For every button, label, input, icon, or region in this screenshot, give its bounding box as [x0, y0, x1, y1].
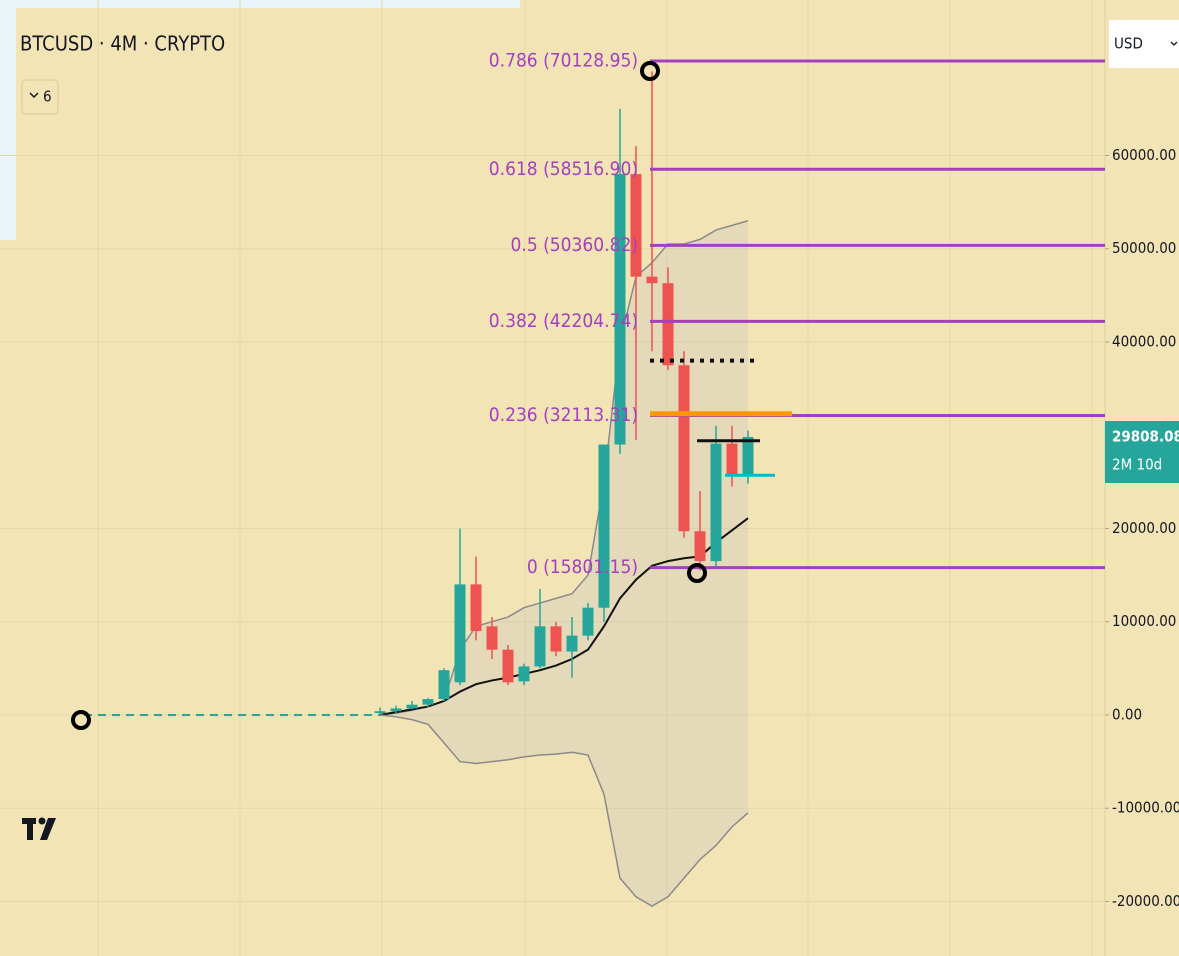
y-tick-label: 50000.00 [1112, 239, 1176, 257]
candle-body [726, 443, 738, 476]
candle-body [438, 670, 450, 700]
candle-body [598, 444, 610, 608]
y-tick-label: 0.00 [1112, 705, 1142, 723]
symbol-title: BTCUSD · 4M · CRYPTO [20, 32, 225, 56]
candle-body [614, 174, 626, 445]
currency-label: USD [1114, 35, 1143, 53]
candle-body [630, 174, 642, 277]
candle-body [550, 626, 562, 652]
band-line [379, 714, 749, 907]
candle-body [422, 699, 434, 705]
candle-body [694, 531, 706, 562]
candle-body [678, 365, 690, 532]
indicator-count: 6 [43, 88, 52, 106]
fib-label: 0 (15801.15) [527, 556, 638, 578]
candle-body [374, 711, 386, 714]
y-tick-label: 20000.00 [1112, 519, 1176, 537]
fib-label: 0.786 (70128.95) [489, 49, 638, 71]
candle-body [646, 276, 658, 284]
candle-body [710, 443, 722, 562]
price-axis: 60000.00 50000.00 40000.00 20000.00 10000.00… [1105, 146, 1179, 910]
tv-logo [22, 817, 56, 840]
currency-select[interactable] [1109, 20, 1179, 68]
last-price-tag [1105, 420, 1179, 483]
last-price-label: 29808.08 [1112, 427, 1179, 445]
candles [374, 71, 754, 715]
candle-body [390, 708, 402, 712]
drawings: 0.786 (70128.95) 0.618 (58516.90) 0.5 (503… [489, 49, 1105, 578]
candle-body [518, 666, 530, 682]
band-fill [380, 220, 748, 907]
candle-body [454, 584, 466, 683]
candle-body [470, 584, 482, 632]
chevron-icon [29, 92, 39, 99]
overlay-strip [0, 0, 16, 240]
candle-body [406, 704, 418, 709]
chevron-icon [1170, 41, 1178, 46]
candle-body [534, 626, 546, 667]
anchor-point[interactable] [71, 710, 91, 730]
y-tick-label: 10000.00 [1112, 612, 1176, 630]
candle-body [662, 283, 674, 366]
anchor-point[interactable] [687, 563, 707, 583]
countdown-label: 2M 10d [1112, 455, 1162, 473]
fib-label: 0.236 (32113.31) [489, 404, 638, 426]
overlay-strip [0, 0, 520, 8]
fib-label: 0.5 (50360.82) [511, 234, 638, 256]
time-grid [97, 0, 1093, 956]
fib-label: 0.382 (42204.74) [489, 310, 638, 332]
grid [0, 154, 1105, 902]
fib-label: 0.618 (58516.90) [489, 158, 638, 180]
indicator-toggle[interactable] [21, 79, 59, 115]
candle-body [566, 635, 578, 652]
candle-body [502, 649, 514, 683]
anchor-point[interactable] [640, 61, 660, 81]
candle-body [486, 626, 498, 650]
bands [379, 220, 749, 907]
band-line [379, 517, 749, 716]
candle-body [582, 607, 594, 636]
candle-body [742, 436, 754, 476]
y-tick-label: 60000.00 [1112, 146, 1176, 164]
y-tick-label: 40000.00 [1112, 332, 1176, 350]
y-tick-label: -10000.00 [1112, 799, 1179, 817]
y-tick-label: -20000.00 [1112, 892, 1179, 910]
